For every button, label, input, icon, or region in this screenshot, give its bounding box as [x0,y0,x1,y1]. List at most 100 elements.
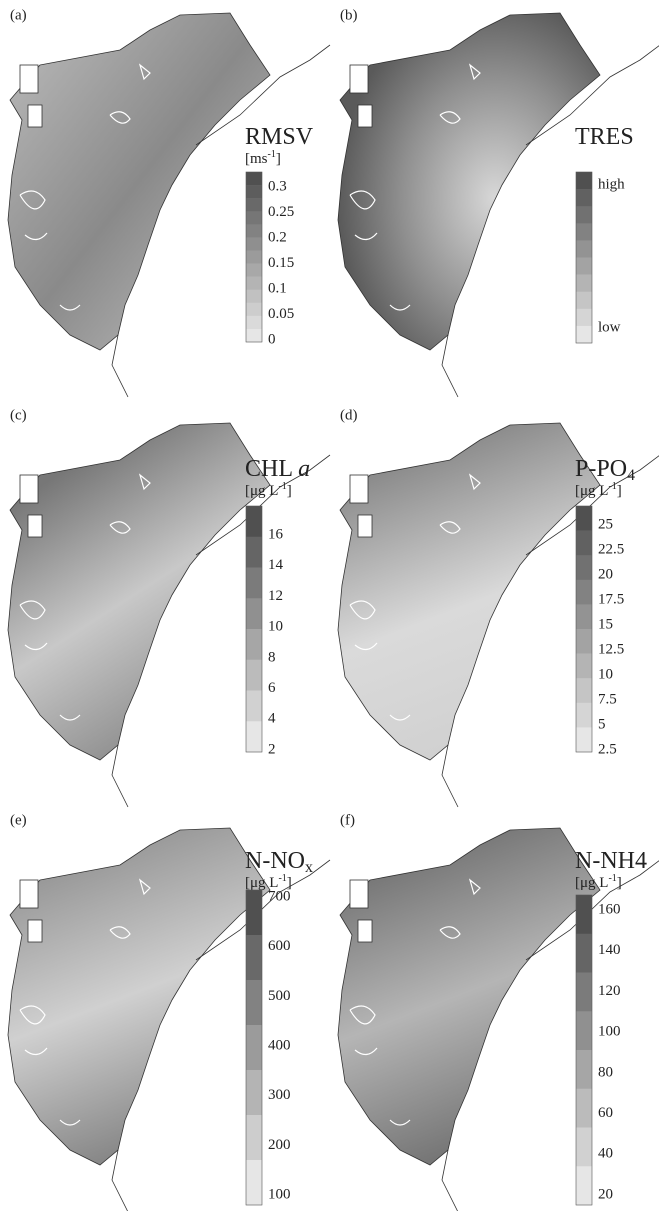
colorbar-segment [246,890,262,935]
colorbar-segment [246,1115,262,1160]
legend-tick-label: 0.05 [268,306,294,322]
legend-tick-label: 0.1 [268,280,287,296]
legend-tick-label: 20 [598,566,613,582]
legend-title: N-NOx [245,848,313,876]
inlet-box [350,880,368,908]
legend-tick-label: 400 [268,1037,291,1053]
legend-tick-label: 160 [598,901,621,917]
colorbar-segment [576,309,592,326]
unit-sup: -1 [608,481,616,492]
colorbar-segment [246,198,262,211]
title-text: CHL [245,456,298,482]
colorbar-segment [246,1025,262,1070]
legend-title: RMSV [245,124,314,150]
legend-unit: [μg L-1] [575,873,622,891]
legend-unit: [μg L-1] [575,481,622,499]
coastline [112,745,128,807]
map [8,828,330,1211]
unit-sup: -1 [268,149,276,160]
colorbar-segment [576,223,592,240]
inlet-box [28,105,42,127]
colorbar-segment [246,629,262,660]
legend-tick-label: 17.5 [598,591,624,607]
legend-title: P-PO4 [575,456,635,484]
unit-end: ] [617,483,622,499]
colorbar-segment [576,629,592,654]
legend-tick-label: 14 [268,557,284,573]
colorbar-segment [576,973,592,1012]
legend-tick-label: 300 [268,1087,291,1103]
colorbar-segment [246,211,262,224]
legend-tick-label: 7.5 [598,691,617,707]
title-sub: x [305,859,313,876]
colorbar-segment [246,980,262,1025]
colorbar-segment [576,1166,592,1205]
inlet-box [358,105,372,127]
unit-text: [μg L [575,875,608,891]
panel: (c)CHL a[μg L-1]161412108642 [8,407,330,807]
colorbar-segment [246,303,262,316]
colorbar-segment [246,935,262,980]
coastline [442,1150,458,1211]
unit-text: [μg L [245,483,278,499]
unit-sup: -1 [278,873,286,884]
panel: (d)P-PO4[μg L-1]2522.52017.51512.5107.55… [338,407,659,807]
panel-label: (a) [10,7,27,23]
figure: (a)RMSV[ms-1]0.30.250.20.150.10.050(b)TR… [0,0,659,1211]
legend-tick-label: 2.5 [598,741,617,757]
legend-tick-label: 10 [598,666,613,682]
inlet-box [28,920,42,942]
legend-title: CHL a [245,456,310,482]
inlet-box [358,920,372,942]
legend-tick-label: 100 [598,1024,621,1040]
colorbar-segment [246,1160,262,1205]
legend-tick-label: 0.3 [268,178,287,194]
legend-tick-label: high [598,176,625,192]
colorbar-segment [576,1011,592,1050]
map [338,13,659,397]
unit-text: [μg L [575,483,608,499]
unit-sup: -1 [608,873,616,884]
legend-tick-label: 15 [598,616,613,632]
legend-tick-label: 700 [268,888,291,904]
title-text: TRES [575,124,634,150]
title-text: N-NH4 [575,848,647,874]
legend-tick-label: 2 [268,741,276,757]
inlet-box [28,515,42,537]
legend-tick-label: 0.25 [268,204,294,220]
colorbar-segment [576,240,592,257]
panel-label: (f) [340,812,355,828]
coastline [112,335,128,397]
legend-unit: [μg L-1] [245,481,292,499]
colorbar-segment [246,237,262,250]
legend-tick-label: 500 [268,988,291,1004]
legend-tick-label: 20 [598,1186,613,1202]
colorbar-segment [246,250,262,263]
colorbar-segment [246,506,262,537]
inlet-box [350,475,368,503]
legend-tick-label: 22.5 [598,541,624,557]
colorbar-segment [576,654,592,679]
coastline [442,745,458,807]
legend-tick-label: 16 [268,526,284,542]
colorbar-segment [246,691,262,722]
legend-unit: [ms-1] [245,149,281,167]
inlet-box [20,65,38,93]
title-sub: 4 [627,467,635,484]
legend-title: TRES [575,124,634,150]
colorbar-segment [246,1070,262,1115]
legend-tick-label: 120 [598,983,621,999]
legend-tick-label: 100 [268,1186,291,1202]
inlet-box [350,65,368,93]
legend-tick-label: 140 [598,942,621,958]
colorbar-segment [246,172,262,185]
colorbar-segment [576,580,592,605]
colorbar-segment [246,277,262,290]
legend-tick-label: low [598,319,621,335]
colorbar-segment [246,264,262,277]
unit-end: ] [617,875,622,891]
panel-label: (d) [340,407,358,423]
colorbar-segment [246,224,262,237]
